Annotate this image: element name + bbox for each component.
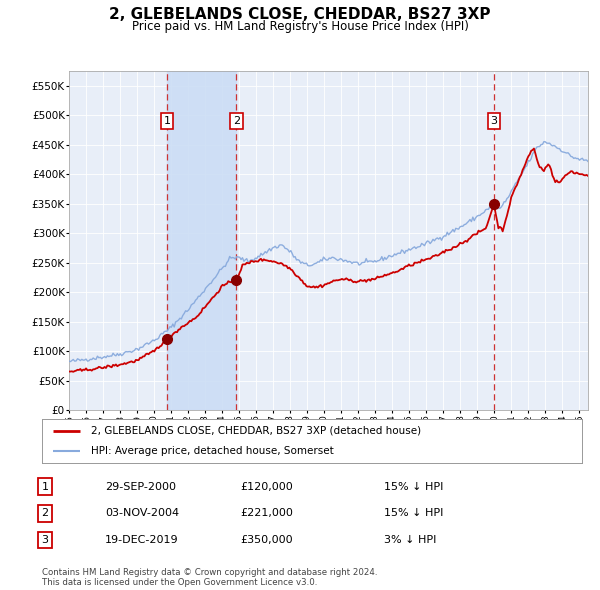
Text: 3: 3 (490, 116, 497, 126)
Text: 3% ↓ HPI: 3% ↓ HPI (384, 535, 436, 545)
Text: 2, GLEBELANDS CLOSE, CHEDDAR, BS27 3XP (detached house): 2, GLEBELANDS CLOSE, CHEDDAR, BS27 3XP (… (91, 426, 421, 436)
Text: 2: 2 (41, 509, 49, 518)
Bar (167, 71, 236, 410)
Text: HPI: Average price, detached house, Somerset: HPI: Average price, detached house, Some… (91, 446, 334, 456)
Text: Contains HM Land Registry data © Crown copyright and database right 2024.
This d: Contains HM Land Registry data © Crown c… (42, 568, 377, 587)
Text: 1: 1 (41, 482, 49, 491)
Text: 15% ↓ HPI: 15% ↓ HPI (384, 509, 443, 518)
Text: 29-SEP-2000: 29-SEP-2000 (105, 482, 176, 491)
Text: £350,000: £350,000 (240, 535, 293, 545)
Text: £120,000: £120,000 (240, 482, 293, 491)
Text: Price paid vs. HM Land Registry's House Price Index (HPI): Price paid vs. HM Land Registry's House … (131, 20, 469, 33)
Text: 15% ↓ HPI: 15% ↓ HPI (384, 482, 443, 491)
Text: 3: 3 (41, 535, 49, 545)
Text: 03-NOV-2004: 03-NOV-2004 (105, 509, 179, 518)
Text: 19-DEC-2019: 19-DEC-2019 (105, 535, 179, 545)
Text: 2: 2 (233, 116, 240, 126)
Text: 2, GLEBELANDS CLOSE, CHEDDAR, BS27 3XP: 2, GLEBELANDS CLOSE, CHEDDAR, BS27 3XP (109, 7, 491, 22)
Text: £221,000: £221,000 (240, 509, 293, 518)
Text: 1: 1 (163, 116, 170, 126)
